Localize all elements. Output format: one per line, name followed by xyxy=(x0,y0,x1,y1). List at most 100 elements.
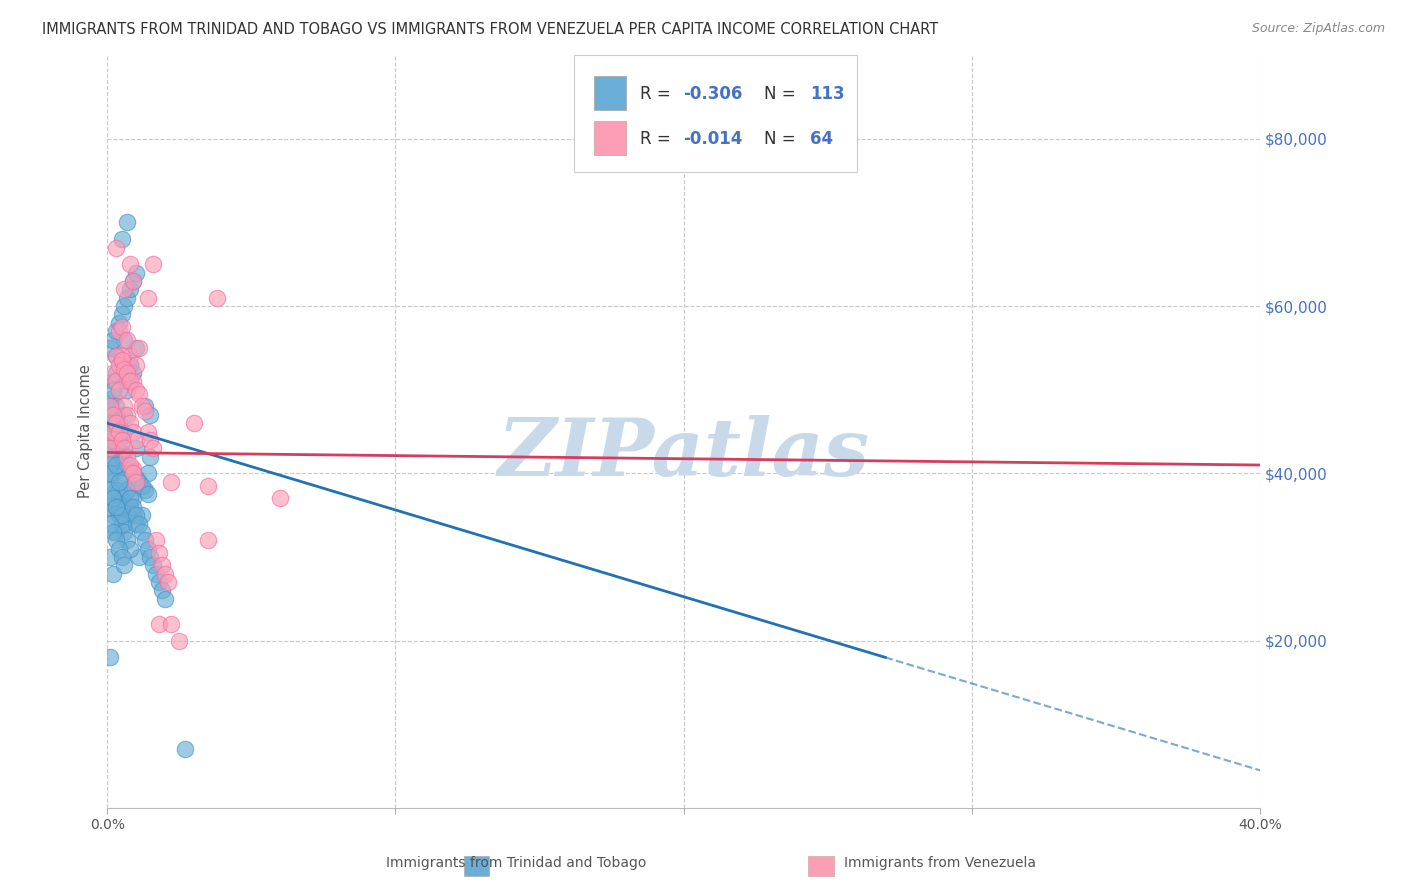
Point xyxy=(120,349,142,363)
Text: R =: R = xyxy=(640,85,676,103)
Point xyxy=(107,445,129,459)
Point xyxy=(117,375,139,389)
Point xyxy=(117,483,139,497)
Point xyxy=(122,425,145,439)
Point xyxy=(107,508,129,523)
Point xyxy=(101,566,124,581)
Point xyxy=(125,383,148,397)
Point xyxy=(122,500,145,514)
Point xyxy=(125,475,148,489)
Point xyxy=(120,358,142,372)
Point xyxy=(101,508,124,523)
Point xyxy=(145,566,167,581)
Point xyxy=(128,516,150,531)
Point xyxy=(156,575,179,590)
Text: IMMIGRANTS FROM TRINIDAD AND TOBAGO VS IMMIGRANTS FROM VENEZUELA PER CAPITA INCO: IMMIGRANTS FROM TRINIDAD AND TOBAGO VS I… xyxy=(42,22,938,37)
Point xyxy=(120,257,142,271)
Point xyxy=(104,349,127,363)
Point xyxy=(120,358,142,372)
Text: Immigrants from Venezuela: Immigrants from Venezuela xyxy=(844,856,1036,870)
Point xyxy=(117,408,139,422)
Point xyxy=(125,341,148,355)
Point xyxy=(205,291,228,305)
Point xyxy=(110,508,132,523)
Point xyxy=(114,558,136,573)
Point xyxy=(101,425,124,439)
Point xyxy=(117,483,139,497)
Point xyxy=(110,500,132,514)
Point xyxy=(125,508,148,523)
Point xyxy=(122,274,145,288)
Point xyxy=(153,591,176,606)
Point xyxy=(110,349,132,363)
Point xyxy=(131,508,153,523)
Point xyxy=(104,483,127,497)
Point xyxy=(110,491,132,506)
Point xyxy=(98,516,121,531)
Point xyxy=(98,442,121,456)
Point xyxy=(136,487,159,501)
Point xyxy=(122,467,145,481)
Point xyxy=(98,467,121,481)
Point xyxy=(98,475,121,489)
Point xyxy=(120,491,142,506)
Point xyxy=(150,558,173,573)
FancyBboxPatch shape xyxy=(574,55,856,172)
Point xyxy=(104,442,127,456)
Point xyxy=(107,475,129,489)
Point xyxy=(107,324,129,338)
Point xyxy=(122,274,145,288)
Point xyxy=(125,358,148,372)
Point xyxy=(120,458,142,472)
Point xyxy=(110,232,132,246)
Y-axis label: Per Capita Income: Per Capita Income xyxy=(79,365,93,499)
Point xyxy=(131,400,153,414)
Point xyxy=(150,583,173,598)
Point xyxy=(101,467,124,481)
Point xyxy=(110,308,132,322)
Point xyxy=(98,400,121,414)
Point xyxy=(110,320,132,334)
Point xyxy=(114,282,136,296)
Point xyxy=(107,416,129,430)
Point xyxy=(122,375,145,389)
Point xyxy=(98,400,121,414)
Text: N =: N = xyxy=(765,85,801,103)
Point xyxy=(159,475,181,489)
Point xyxy=(98,416,121,430)
Point xyxy=(114,299,136,313)
Point xyxy=(104,324,127,338)
Point xyxy=(98,549,121,564)
Point xyxy=(107,442,129,456)
Point xyxy=(134,403,156,417)
Point xyxy=(142,558,165,573)
Point xyxy=(136,541,159,556)
Point xyxy=(148,546,170,560)
Point xyxy=(104,500,127,514)
Point xyxy=(139,433,162,447)
Point xyxy=(159,617,181,632)
Point xyxy=(98,650,121,665)
Point xyxy=(101,450,124,464)
Point xyxy=(101,433,124,447)
Point xyxy=(134,400,156,414)
Point xyxy=(104,458,127,472)
Point xyxy=(117,291,139,305)
Point xyxy=(120,462,142,476)
Point xyxy=(104,366,127,380)
Point xyxy=(110,450,132,464)
Point xyxy=(101,391,124,405)
Point xyxy=(101,491,124,506)
Point xyxy=(142,442,165,456)
Point xyxy=(104,349,127,363)
Point xyxy=(114,400,136,414)
Text: 113: 113 xyxy=(810,85,845,103)
Point xyxy=(122,467,145,481)
Point xyxy=(117,458,139,472)
Point xyxy=(125,442,148,456)
Point xyxy=(104,524,127,539)
FancyBboxPatch shape xyxy=(593,76,626,110)
Point xyxy=(110,425,132,439)
FancyBboxPatch shape xyxy=(593,121,626,155)
Point xyxy=(145,533,167,548)
